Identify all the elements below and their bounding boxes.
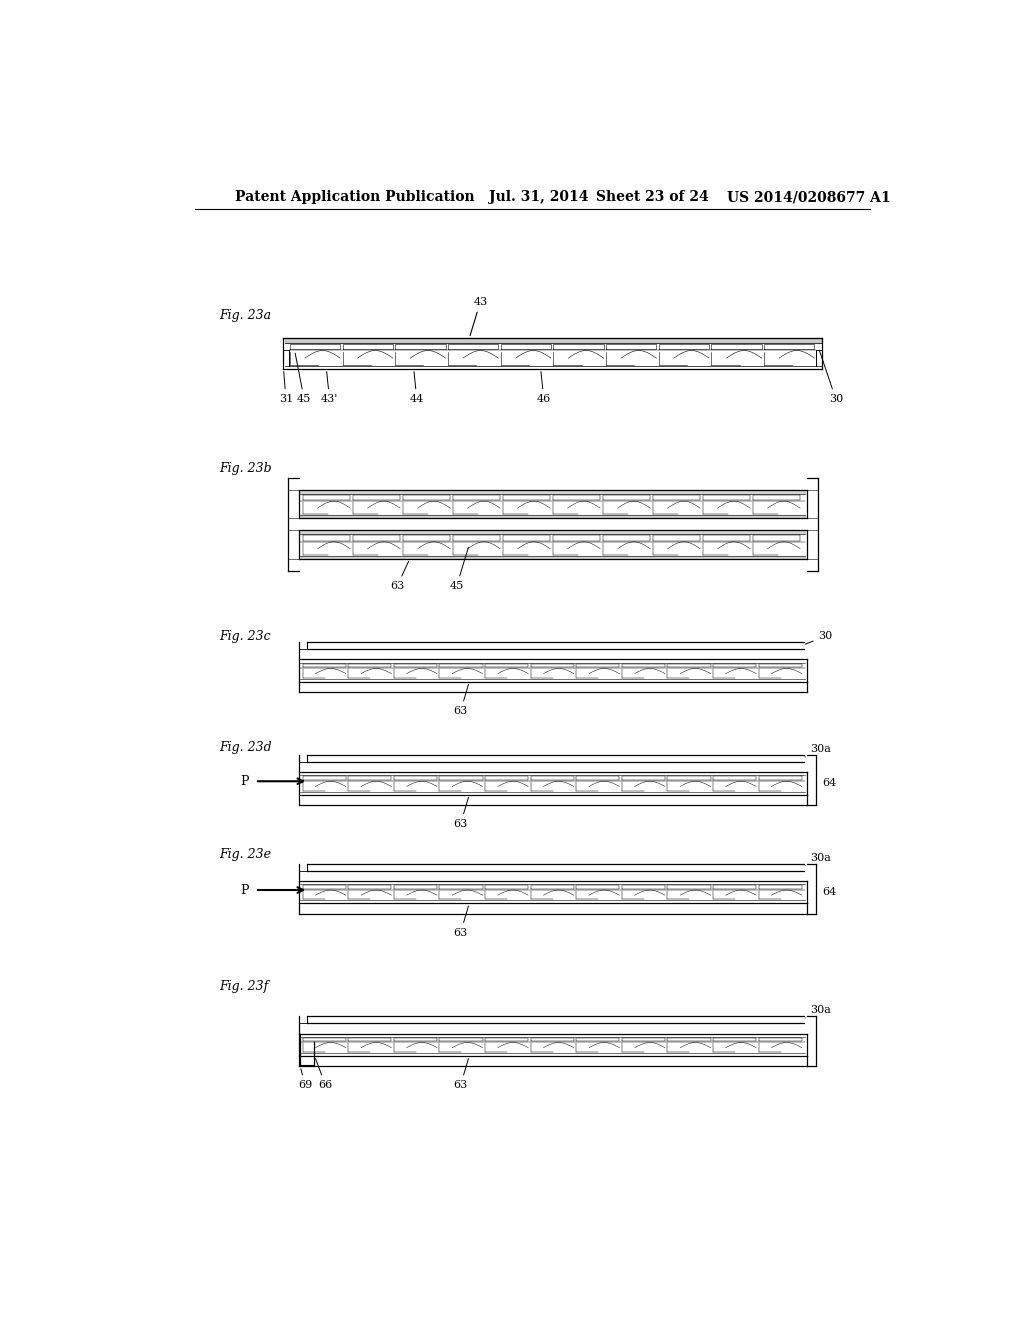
Text: 43': 43': [321, 371, 338, 404]
Text: Fig. 23a: Fig. 23a: [219, 309, 271, 322]
Text: 64: 64: [822, 779, 837, 788]
Text: 30a: 30a: [805, 853, 831, 866]
Text: 30a: 30a: [805, 1006, 831, 1018]
Text: 44: 44: [410, 371, 424, 404]
Text: Patent Application Publication: Patent Application Publication: [236, 190, 475, 205]
Text: 46: 46: [537, 371, 551, 404]
Text: US 2014/0208677 A1: US 2014/0208677 A1: [727, 190, 891, 205]
Text: 31: 31: [279, 371, 293, 404]
Text: 30: 30: [819, 350, 843, 404]
Text: 63: 63: [390, 561, 409, 591]
Text: 69: 69: [298, 1069, 312, 1090]
Text: 30: 30: [805, 631, 833, 644]
Text: Fig. 23e: Fig. 23e: [219, 849, 271, 861]
Text: 64: 64: [822, 887, 837, 898]
Text: P: P: [240, 775, 249, 788]
Text: Jul. 31, 2014: Jul. 31, 2014: [489, 190, 589, 205]
Text: 66: 66: [315, 1059, 333, 1090]
Text: P: P: [240, 883, 249, 896]
Text: Sheet 23 of 24: Sheet 23 of 24: [596, 190, 709, 205]
Text: Fig. 23f: Fig. 23f: [219, 981, 268, 993]
Text: Fig. 23d: Fig. 23d: [219, 742, 272, 755]
Text: 63: 63: [454, 1059, 468, 1090]
Text: 43: 43: [470, 297, 487, 335]
Text: Fig. 23b: Fig. 23b: [219, 462, 272, 475]
Text: 63: 63: [454, 906, 468, 939]
Text: 63: 63: [454, 685, 468, 717]
Text: 63: 63: [454, 797, 468, 829]
Text: 45: 45: [450, 548, 468, 591]
Text: 45: 45: [295, 354, 311, 404]
Text: Fig. 23c: Fig. 23c: [219, 630, 271, 643]
Text: 30a: 30a: [805, 744, 831, 756]
